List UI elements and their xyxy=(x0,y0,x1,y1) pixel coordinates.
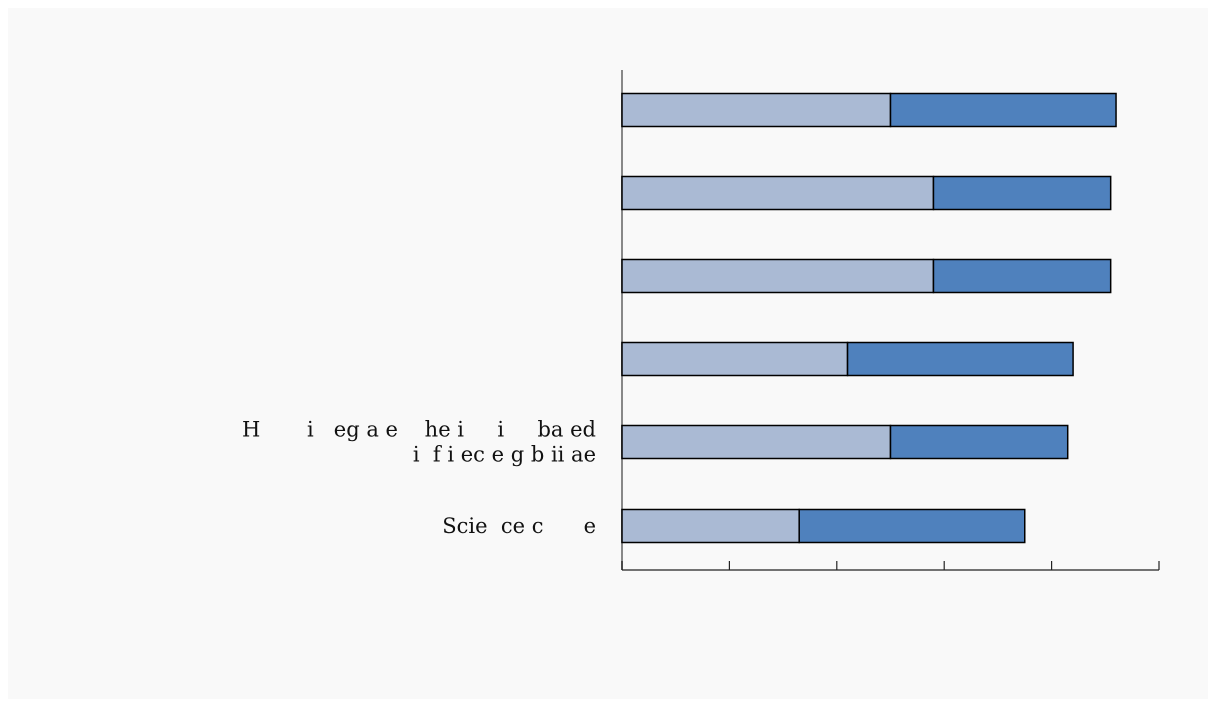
bar-3-series-0 xyxy=(621,341,849,377)
chart-panel: H i eg a e he i i ba ed i f i ec e g b ii… xyxy=(8,8,1208,699)
bar-4-series-1 xyxy=(889,424,1069,460)
bar-2-series-1 xyxy=(932,258,1112,294)
bar-0-series-0 xyxy=(621,92,892,128)
bar-3-series-1 xyxy=(846,341,1074,377)
bar-1-series-0 xyxy=(621,175,935,211)
bar-1-series-1 xyxy=(932,175,1112,211)
bar-0-series-1 xyxy=(889,92,1117,128)
bar-5-series-0 xyxy=(621,508,800,544)
category-label-5: Scie ce c e xyxy=(442,514,596,538)
category-label-4: H i eg a e he i i ba ed i f i ec e g b ii… xyxy=(242,418,596,467)
bar-2-series-0 xyxy=(621,258,935,294)
bar-4-series-0 xyxy=(621,424,892,460)
bar-5-series-1 xyxy=(798,508,1026,544)
bar-chart: H i eg a e he i i ba ed i f i ec e g b ii… xyxy=(242,70,1160,571)
